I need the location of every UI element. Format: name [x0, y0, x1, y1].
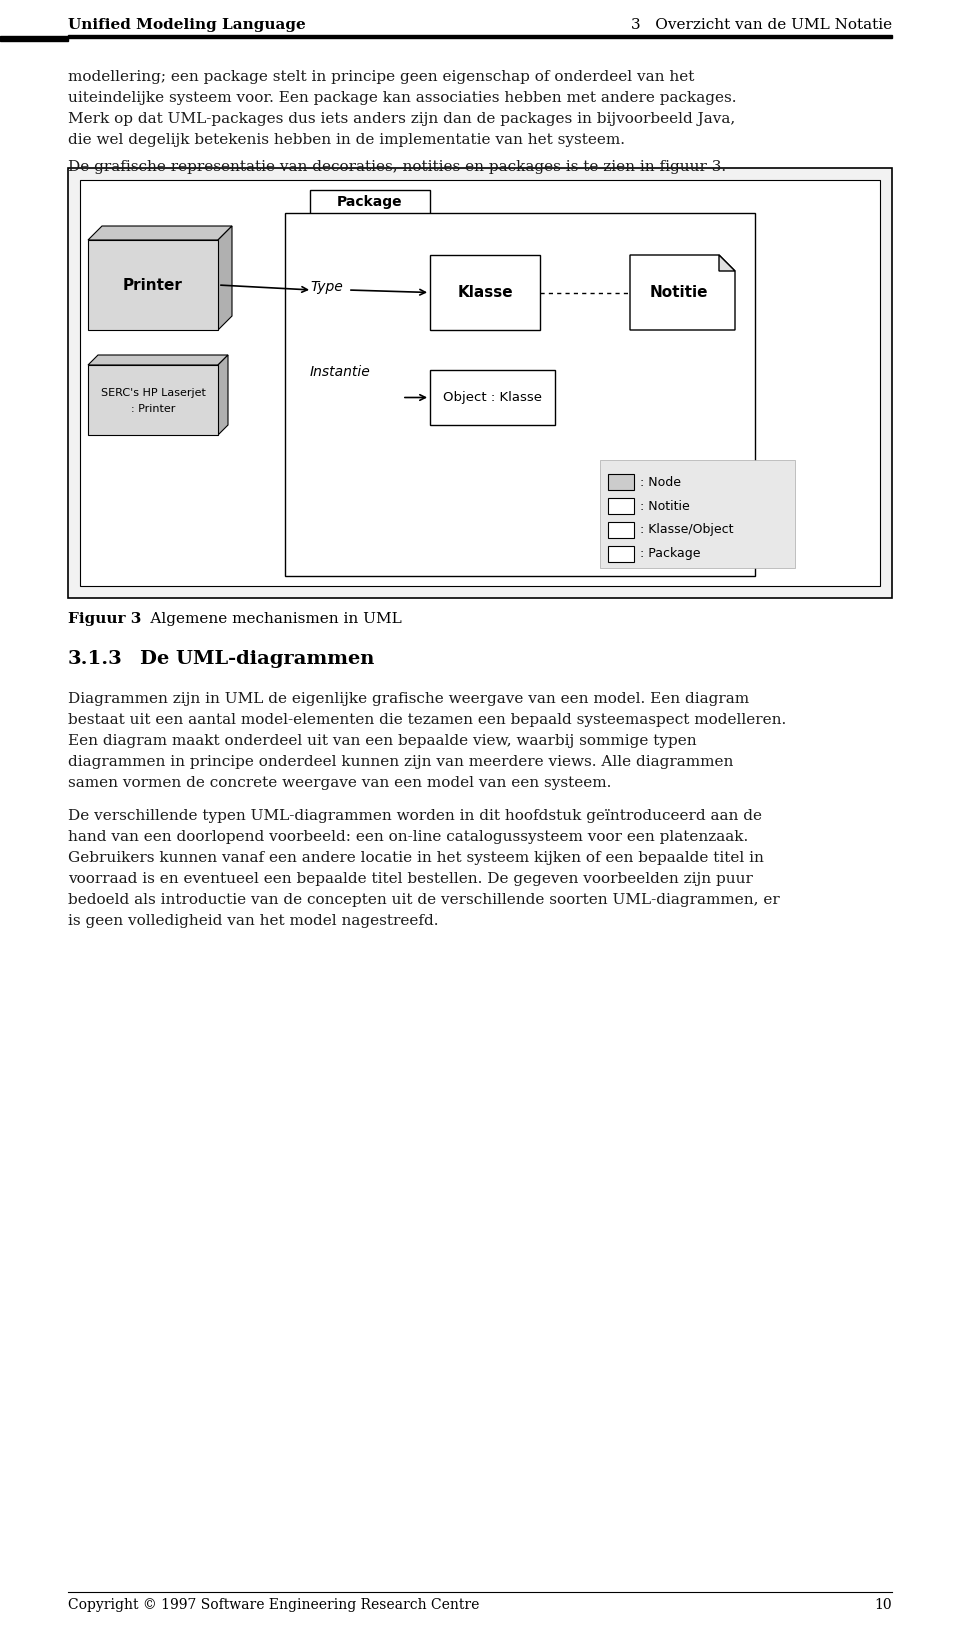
Bar — [430, 369, 555, 425]
Polygon shape — [719, 255, 735, 271]
Text: die wel degelijk betekenis hebben in de implementatie van het systeem.: die wel degelijk betekenis hebben in de … — [68, 132, 625, 147]
Text: 3.1.3: 3.1.3 — [68, 650, 123, 668]
Text: diagrammen in principe onderdeel kunnen zijn van meerdere views. Alle diagrammen: diagrammen in principe onderdeel kunnen … — [68, 755, 733, 770]
Bar — [608, 546, 634, 562]
Text: hand van een doorlopend voorbeeld: een on-line catalogussysteem voor een platenz: hand van een doorlopend voorbeeld: een o… — [68, 830, 748, 845]
Text: De verschillende typen UML-diagrammen worden in dit hoofdstuk geïntroduceerd aan: De verschillende typen UML-diagrammen wo… — [68, 809, 762, 824]
Text: : Notitie: : Notitie — [640, 500, 689, 513]
Text: 10: 10 — [875, 1598, 892, 1613]
Bar — [430, 255, 540, 330]
Bar — [68, 168, 892, 598]
Text: Instantie: Instantie — [310, 364, 371, 379]
Text: Figuur 3: Figuur 3 — [68, 613, 141, 626]
Polygon shape — [88, 225, 232, 240]
Bar — [0, 36, 68, 41]
Polygon shape — [218, 355, 228, 435]
Text: voorraad is en eventueel een bepaalde titel bestellen. De gegeven voorbeelden zi: voorraad is en eventueel een bepaalde ti… — [68, 873, 753, 886]
Text: uiteindelijke systeem voor. Een package kan associaties hebben met andere packag: uiteindelijke systeem voor. Een package … — [68, 92, 736, 105]
Text: Type: Type — [310, 279, 343, 294]
Text: : Klasse/Object: : Klasse/Object — [640, 523, 733, 536]
Text: De grafische representatie van decoraties, notities en packages is te zien in fi: De grafische representatie van decoratie… — [68, 160, 726, 173]
Text: is geen volledigheid van het model nagestreefd.: is geen volledigheid van het model nages… — [68, 913, 439, 928]
Bar — [80, 180, 880, 587]
Text: : Node: : Node — [640, 475, 681, 489]
Bar — [608, 474, 634, 490]
Text: Object : Klasse: Object : Klasse — [443, 391, 542, 404]
Text: Notitie: Notitie — [649, 284, 708, 301]
Bar — [88, 364, 218, 435]
Bar — [608, 521, 634, 538]
Text: Klasse: Klasse — [457, 284, 513, 301]
Polygon shape — [630, 255, 735, 330]
Text: Merk op dat UML-packages dus iets anders zijn dan de packages in bijvoorbeeld Ja: Merk op dat UML-packages dus iets anders… — [68, 113, 735, 126]
Text: De UML-diagrammen: De UML-diagrammen — [140, 650, 374, 668]
Polygon shape — [218, 225, 232, 330]
Text: : Printer: : Printer — [131, 404, 175, 413]
Text: Unified Modeling Language: Unified Modeling Language — [68, 18, 305, 33]
Bar — [68, 34, 892, 38]
Bar — [285, 212, 755, 577]
Text: Algemene mechanismen in UML: Algemene mechanismen in UML — [126, 613, 401, 626]
Bar — [310, 190, 430, 214]
Text: bedoeld als introductie van de concepten uit de verschillende soorten UML-diagra: bedoeld als introductie van de concepten… — [68, 894, 780, 907]
Text: Package: Package — [337, 194, 403, 209]
Text: 3   Overzicht van de UML Notatie: 3 Overzicht van de UML Notatie — [631, 18, 892, 33]
Text: Diagrammen zijn in UML de eigenlijke grafische weergave van een model. Een diagr: Diagrammen zijn in UML de eigenlijke gra… — [68, 693, 749, 706]
Bar — [600, 461, 795, 569]
Text: Copyright © 1997 Software Engineering Research Centre: Copyright © 1997 Software Engineering Re… — [68, 1598, 479, 1613]
Text: modellering; een package stelt in principe geen eigenschap of onderdeel van het: modellering; een package stelt in princi… — [68, 70, 694, 83]
Text: bestaat uit een aantal model-elementen die tezamen een bepaald systeemaspect mod: bestaat uit een aantal model-elementen d… — [68, 712, 786, 727]
Text: Printer: Printer — [123, 278, 183, 292]
Text: SERC's HP Laserjet: SERC's HP Laserjet — [101, 387, 205, 399]
Polygon shape — [88, 355, 228, 364]
Text: samen vormen de concrete weergave van een model van een systeem.: samen vormen de concrete weergave van ee… — [68, 776, 612, 789]
Text: : Package: : Package — [640, 547, 701, 560]
Bar — [88, 240, 218, 330]
Text: Een diagram maakt onderdeel uit van een bepaalde view, waarbij sommige typen: Een diagram maakt onderdeel uit van een … — [68, 734, 697, 748]
Text: Gebruikers kunnen vanaf een andere locatie in het systeem kijken of een bepaalde: Gebruikers kunnen vanaf een andere locat… — [68, 851, 764, 864]
Bar — [608, 498, 634, 515]
